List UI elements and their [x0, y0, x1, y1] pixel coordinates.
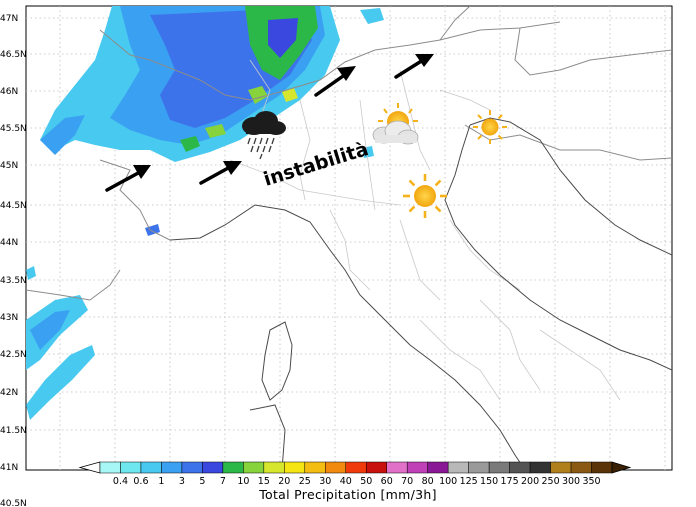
colorbar-swatch: [120, 461, 142, 474]
colorbar-tick-label: 300: [562, 476, 580, 487]
colorbar-swatch: [365, 461, 387, 474]
lat-label: 46N: [0, 87, 18, 97]
sun-icon: [473, 110, 507, 144]
colorbar-tick-label: 350: [582, 476, 600, 487]
colorbar-swatch: [181, 461, 203, 474]
colorbar-tick-label: 50: [360, 476, 372, 487]
colorbar-swatch: [386, 461, 408, 474]
colorbar-tick-label: 60: [381, 476, 393, 487]
colorbar-tick-label: 40: [340, 476, 352, 487]
lat-label: 46.5N: [0, 50, 27, 60]
colorbar-tick-label: 20: [278, 476, 290, 487]
lat-label: 41.5N: [0, 426, 27, 436]
colorbar-tick-label: 25: [299, 476, 311, 487]
colorbar-swatch: [284, 461, 306, 474]
colorbar-tick-label: 125: [460, 476, 478, 487]
lat-label: 44N: [0, 238, 18, 248]
colorbar-swatch: [304, 461, 326, 474]
colorbar-swatch: [488, 461, 510, 474]
colorbar-tick-label: 0.4: [113, 476, 128, 487]
colorbar-title: Total Precipitation [mm/3h]: [258, 487, 437, 502]
colorbar-tick-label: 3: [179, 476, 185, 487]
colorbar-swatch: [447, 461, 469, 474]
colorbar-tick-label: 250: [541, 476, 559, 487]
wind-arrow-icon: [199, 161, 242, 185]
colorbar-swatch: [570, 461, 592, 474]
colorbar-tick-label: 70: [401, 476, 413, 487]
colorbar-tick-label: 7: [220, 476, 226, 487]
colorbar-tick-label: 5: [199, 476, 205, 487]
colorbar-tick-label: 200: [521, 476, 539, 487]
colorbar-swatch: [243, 461, 265, 474]
colorbar-swatch: [345, 461, 367, 474]
colorbar: 0.4 0.6 1 3 5 7 10 15 20 25 30 40 50 60 70 80 100 125 150 1…: [78, 461, 632, 487]
colorbar-tick-label: 150: [480, 476, 498, 487]
colorbar-swatch: [161, 461, 183, 474]
colorbar-swatch: [468, 461, 490, 474]
lat-label: 43N: [0, 313, 18, 323]
lat-label: 45N: [0, 161, 18, 171]
colorbar-tick-label: 15: [258, 476, 270, 487]
colorbar-tick-label: 10: [237, 476, 249, 487]
sun-icon: [403, 174, 447, 218]
colorbar-tick-label: 80: [422, 476, 434, 487]
colorbar-swatch: [509, 461, 531, 474]
wind-arrow-icon: [394, 54, 434, 79]
lat-label: 44.5N: [0, 201, 27, 211]
lat-label: 42.5N: [0, 350, 27, 360]
lat-label: 45.5N: [0, 124, 27, 134]
lat-label: 42N: [0, 388, 18, 398]
colorbar-swatch: [427, 461, 449, 474]
wind-arrow-icon: [105, 165, 151, 192]
rain-cloud-icon: [242, 111, 286, 160]
colorbar-tick-label: 1: [158, 476, 164, 487]
colorbar-swatch: [222, 461, 244, 474]
region-borders: [229, 59, 621, 401]
colorbar-tick-label: 100: [439, 476, 457, 487]
colorbar-swatch: [529, 461, 551, 474]
wind-arrow-icon: [314, 66, 356, 97]
lat-label: 47N: [0, 14, 18, 24]
colorbar-tick-label: 0.6: [133, 476, 148, 487]
colorbar-swatch: [263, 461, 285, 474]
colorbar-swatch: [550, 461, 572, 474]
colorbar-tick-label: 30: [319, 476, 331, 487]
lat-label: 43.5N: [0, 276, 27, 286]
colorbar-swatch: [591, 461, 613, 474]
sun-behind-cloud-icon: [372, 103, 419, 145]
colorbar-tick-label: 175: [501, 476, 519, 487]
lat-label: 41N: [0, 463, 18, 473]
colorbar-swatch: [202, 461, 224, 474]
colorbar-swatch: [325, 461, 347, 474]
lat-label: 40.5N: [0, 499, 27, 507]
coastline: [169, 117, 672, 470]
wind-arrows: [105, 54, 434, 192]
colorbar-swatch: [99, 461, 121, 474]
latitude-labels: 47N 46.5N 46N 45.5N 45N 44.5N 44N 43.5N …: [0, 14, 27, 507]
colorbar-swatch: [406, 461, 428, 474]
colorbar-max-extension: [611, 461, 632, 474]
colorbar-swatch: [140, 461, 162, 474]
